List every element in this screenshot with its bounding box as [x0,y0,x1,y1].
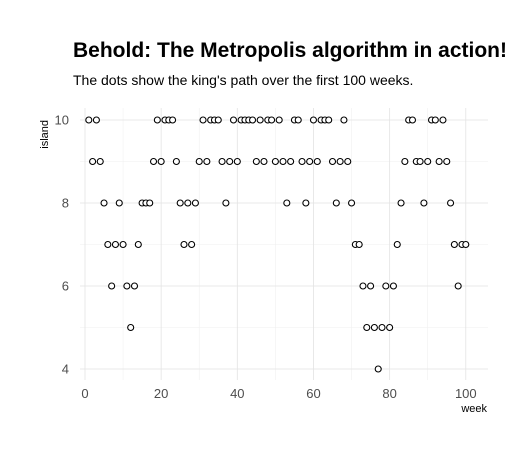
data-point [127,323,135,332]
data-point [252,157,260,166]
data-point [104,240,112,249]
data-point [431,116,439,124]
data-point [435,157,443,166]
data-point [115,199,123,207]
data-point [370,323,378,332]
data-point [378,323,386,332]
data-point [176,199,184,207]
data-point [401,157,409,166]
x-tick-label: 40 [230,386,244,401]
data-point [271,157,279,166]
y-tick-label: 6 [62,279,69,294]
data-point [374,365,382,373]
x-tick-label: 20 [154,386,168,401]
data-point [367,282,375,290]
data-point [172,157,180,166]
y-tick-label: 10 [55,113,69,128]
data-point [302,199,310,207]
data-point [309,116,318,124]
data-point [184,199,192,207]
y-tick-label: 4 [62,362,69,377]
data-point [268,116,276,124]
data-point [222,199,230,207]
data-point [424,157,432,166]
data-point [203,157,211,166]
data-point [363,323,371,332]
data-points [85,116,470,373]
chart-subtitle: The dots show the king's path over the f… [73,72,413,88]
data-point [279,157,287,166]
data-point [157,157,165,166]
data-point [214,116,222,124]
data-point [306,157,314,166]
data-point [119,240,127,249]
data-point [439,116,447,124]
data-point [287,157,295,166]
data-point [340,116,348,124]
data-point [130,282,139,290]
data-point [199,116,207,124]
x-axis-title: week [460,403,487,415]
data-point [85,116,93,124]
data-point [89,157,97,166]
data-point [344,157,352,166]
data-point [92,116,100,124]
data-point [134,240,142,249]
data-point [443,157,451,166]
data-point [256,116,264,124]
x-tick-label: 100 [455,386,477,401]
data-point [153,116,161,124]
data-point [188,240,196,249]
data-point [447,199,455,207]
data-point [191,199,199,207]
data-point [313,157,321,166]
data-point [355,240,363,249]
y-axis-title: island [39,120,51,149]
data-point [298,157,306,166]
x-tick-label: 60 [306,386,320,401]
data-point [248,116,257,124]
data-point [328,157,337,166]
data-point [108,282,116,290]
y-tick-label: 8 [62,196,69,211]
data-point [226,157,234,166]
data-point [169,116,177,124]
chart-title: Behold: The Metropolis algorithm in acti… [73,39,507,62]
data-point [336,157,344,166]
data-point [397,199,405,207]
data-point [450,240,458,249]
data-point [96,157,104,166]
data-point [275,116,283,124]
data-point [149,157,158,166]
data-point [195,157,203,166]
x-tick-label: 80 [382,386,396,401]
x-tick-label: 0 [81,386,88,401]
data-point [389,282,397,290]
data-point [332,199,340,207]
data-point [229,116,238,124]
data-point [382,282,390,290]
data-point [146,199,154,207]
tick-labels: 0 20 40 60 80 100 4 6 8 10 [55,113,477,402]
data-point [408,116,417,124]
data-point [393,240,401,249]
data-point [260,157,268,166]
data-point [123,282,131,290]
data-point [420,199,428,207]
data-point [180,240,188,249]
data-point [294,116,302,124]
data-point [218,157,226,166]
data-point [386,323,394,332]
data-point [100,199,108,207]
data-point [348,199,356,207]
data-point [111,240,120,249]
data-point [359,282,367,290]
data-point [462,240,470,249]
data-point [233,157,241,166]
data-point [325,116,333,124]
data-point [416,157,424,166]
data-point [283,199,291,207]
data-point [454,282,462,290]
